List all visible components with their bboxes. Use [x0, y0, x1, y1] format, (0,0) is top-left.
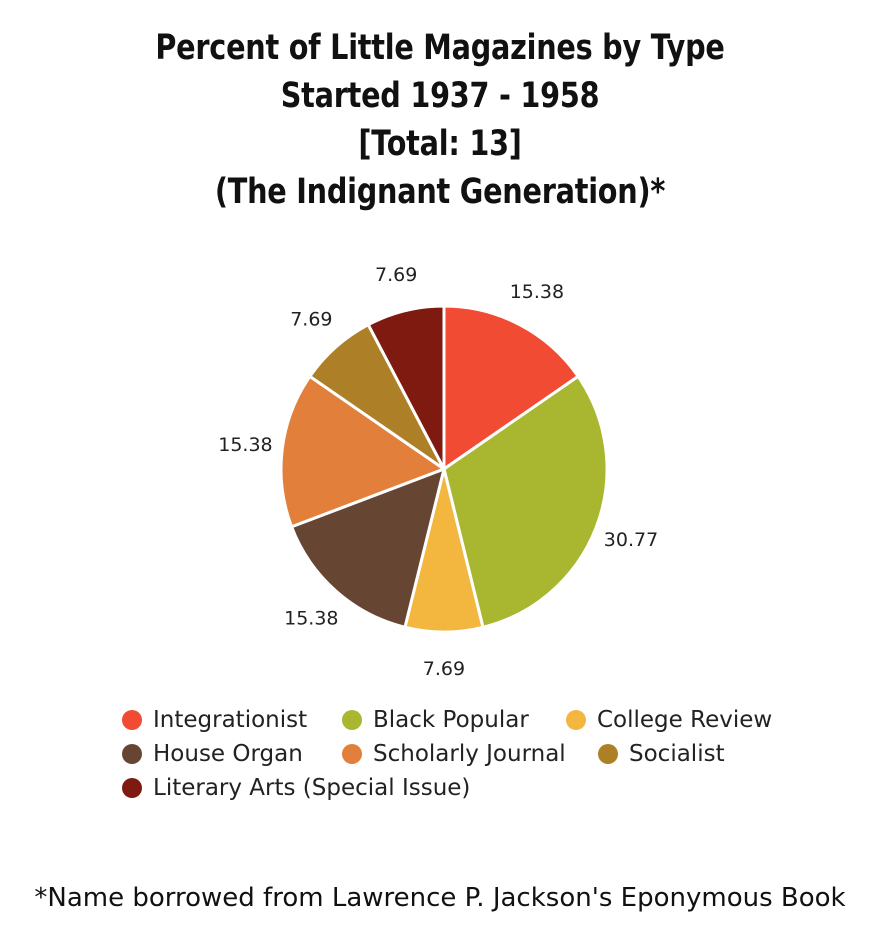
- legend-item-house-organ: House Organ: [122, 741, 303, 767]
- pie-slice-house-organ: [290, 467, 446, 629]
- data-label-integrationist: 15.38: [510, 281, 564, 303]
- footnote: *Name borrowed from Lawrence P. Jackson'…: [34, 883, 846, 913]
- legend-swatch-icon: [122, 778, 142, 798]
- data-label-black-popular: 30.77: [604, 529, 658, 551]
- title-line-4: (The Indignant Generation)*: [214, 172, 666, 212]
- data-label-literary-arts-special-issue: 7.69: [375, 264, 417, 286]
- legend-item-college-review: College Review: [566, 707, 772, 733]
- legend-label: Integrationist: [153, 707, 308, 733]
- pie-slice-scholarly-journal: [279, 374, 446, 529]
- legend-item-scholarly-journal: Scholarly Journal: [342, 741, 566, 767]
- legend-label: Black Popular: [373, 707, 529, 733]
- pie-slice-literary-arts-special-issue: [366, 304, 446, 471]
- legend-label: Scholarly Journal: [373, 741, 566, 767]
- chart-title: Percent of Little Magazines by Type Star…: [79, 24, 801, 216]
- pie-chart: 15.38 30.77 7.69 15.38 15.38 7.69 7.69: [218, 264, 658, 680]
- pie-slice-black-popular: [442, 374, 609, 629]
- legend-swatch-icon: [598, 744, 618, 764]
- title-line-1: Percent of Little Magazines by Type: [155, 28, 725, 68]
- legend-label: Literary Arts (Special Issue): [153, 775, 471, 801]
- data-label-scholarly-journal: 15.38: [218, 434, 272, 456]
- legend-item-black-popular: Black Popular: [342, 707, 529, 733]
- data-label-house-organ: 15.38: [284, 608, 338, 630]
- data-label-socialist: 7.69: [290, 308, 332, 330]
- title-line-3: [Total: 13]: [358, 124, 522, 164]
- legend-item-literary-arts-special-issue: Literary Arts (Special Issue): [122, 775, 470, 801]
- pie-slice-integrationist: [442, 304, 580, 471]
- legend-label: Socialist: [629, 741, 725, 767]
- legend-label: House Organ: [153, 741, 303, 767]
- title-line-2: Started 1937 - 1958: [280, 76, 600, 116]
- legend-swatch-icon: [342, 744, 362, 764]
- legend-label: College Review: [597, 707, 773, 733]
- data-label-college-review: 7.69: [423, 658, 465, 680]
- legend-swatch-icon: [122, 710, 142, 730]
- legend-item-integrationist: Integrationist: [122, 707, 307, 733]
- legend-swatch-icon: [122, 744, 142, 764]
- legend-item-socialist: Socialist: [598, 741, 725, 767]
- legend-swatch-icon: [566, 710, 586, 730]
- legend-swatch-icon: [342, 710, 362, 730]
